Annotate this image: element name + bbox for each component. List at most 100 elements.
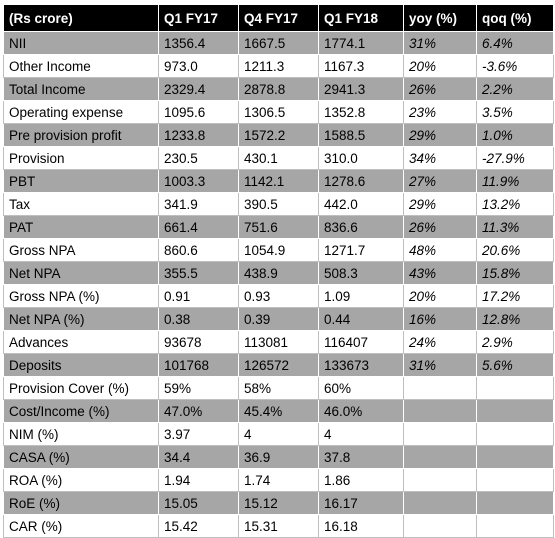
yoy-change: 27% (403, 169, 477, 193)
table-body: NII 1356.4 1667.5 1774.1 31% 6.4% Other Income… (3, 31, 554, 538)
q4-fy17-value: 4 (238, 422, 319, 446)
yoy-change (403, 445, 477, 469)
metric-label: Other Income (3, 54, 159, 78)
qoq-change: -27.9% (476, 146, 554, 170)
yoy-change: 34% (403, 146, 477, 170)
q1-fy18-value: 16.17 (318, 491, 404, 515)
q1-fy17-value: 15.05 (158, 491, 239, 515)
yoy-change: 43% (403, 261, 477, 285)
metric-label: NIM (%) (3, 422, 159, 446)
metric-label: CAR (%) (3, 514, 159, 538)
q1-fy18-value: 16.18 (318, 514, 404, 538)
q1-fy18-value: 1.86 (318, 468, 404, 492)
q1-fy18-value: 836.6 (318, 215, 404, 239)
table-row: Advances 93678 113081 116407 24% 2.9% (3, 330, 554, 354)
q1-fy18-value: 310.0 (318, 146, 404, 170)
qoq-change: 2.9% (476, 330, 554, 354)
q4-fy17-value: 1306.5 (238, 100, 319, 124)
q4-fy17-value: 1667.5 (238, 31, 319, 55)
q1-fy18-value: 1774.1 (318, 31, 404, 55)
q1-fy17-value: 59% (158, 376, 239, 400)
q1-fy17-value: 661.4 (158, 215, 239, 239)
table-row: Gross NPA (%) 0.91 0.93 1.09 20% 17.2% (3, 284, 554, 308)
q4-fy17-value: 15.31 (238, 514, 319, 538)
yoy-change: 29% (403, 123, 477, 147)
metric-label: Operating expense (3, 100, 159, 124)
yoy-change: 26% (403, 215, 477, 239)
qoq-change: 6.4% (476, 31, 554, 55)
qoq-change (476, 445, 554, 469)
q1-fy17-value: 93678 (158, 330, 239, 354)
yoy-change: 23% (403, 100, 477, 124)
q1-fy17-value: 341.9 (158, 192, 239, 216)
qoq-change (476, 422, 554, 446)
yoy-change: 29% (403, 192, 477, 216)
q4-fy17-value: 113081 (238, 330, 319, 354)
metric-label: PAT (3, 215, 159, 239)
q1-fy17-value: 0.38 (158, 307, 239, 331)
q1-fy17-value: 1003.3 (158, 169, 239, 193)
qoq-change: 12.8% (476, 307, 554, 331)
header-unit-label: (Rs crore) (3, 4, 159, 32)
qoq-change (476, 468, 554, 492)
q1-fy17-value: 101768 (158, 353, 239, 377)
qoq-change: 3.5% (476, 100, 554, 124)
qoq-change: 15.8% (476, 261, 554, 285)
q1-fy18-value: 1167.3 (318, 54, 404, 78)
q1-fy18-value: 46.0% (318, 399, 404, 423)
q1-fy17-value: 3.97 (158, 422, 239, 446)
q1-fy17-value: 860.6 (158, 238, 239, 262)
q4-fy17-value: 438.9 (238, 261, 319, 285)
q4-fy17-value: 1572.2 (238, 123, 319, 147)
header-q1-fy18: Q1 FY18 (318, 4, 404, 32)
q1-fy18-value: 1.09 (318, 284, 404, 308)
q4-fy17-value: 430.1 (238, 146, 319, 170)
q1-fy18-value: 133673 (318, 353, 404, 377)
table-row: PBT 1003.3 1142.1 1278.6 27% 11.9% (3, 169, 554, 193)
yoy-change: 16% (403, 307, 477, 331)
q1-fy17-value: 230.5 (158, 146, 239, 170)
qoq-change: 2.2% (476, 77, 554, 101)
q1-fy17-value: 1.94 (158, 468, 239, 492)
q4-fy17-value: 36.9 (238, 445, 319, 469)
q4-fy17-value: 1211.3 (238, 54, 319, 78)
yoy-change: 26% (403, 77, 477, 101)
metric-label: Pre provision profit (3, 123, 159, 147)
qoq-change: 11.3% (476, 215, 554, 239)
table-row: Gross NPA 860.6 1054.9 1271.7 48% 20.6% (3, 238, 554, 262)
q4-fy17-value: 58% (238, 376, 319, 400)
table-row: Tax 341.9 390.5 442.0 29% 13.2% (3, 192, 554, 216)
q1-fy17-value: 0.91 (158, 284, 239, 308)
metric-label: Cost/Income (%) (3, 399, 159, 423)
q1-fy18-value: 1271.7 (318, 238, 404, 262)
q1-fy17-value: 1356.4 (158, 31, 239, 55)
yoy-change: 31% (403, 353, 477, 377)
q4-fy17-value: 15.12 (238, 491, 319, 515)
metric-label: Total Income (3, 77, 159, 101)
q1-fy18-value: 0.44 (318, 307, 404, 331)
q1-fy17-value: 2329.4 (158, 77, 239, 101)
metric-label: Gross NPA (%) (3, 284, 159, 308)
table-row: Pre provision profit 1233.8 1572.2 1588.5 29… (3, 123, 554, 147)
qoq-change: 1.0% (476, 123, 554, 147)
q1-fy17-value: 1233.8 (158, 123, 239, 147)
metric-label: Gross NPA (3, 238, 159, 262)
metric-label: Deposits (3, 353, 159, 377)
table-row: Cost/Income (%) 47.0% 45.4% 46.0% (3, 399, 554, 423)
qoq-change: 5.6% (476, 353, 554, 377)
table-row: Other Income 973.0 1211.3 1167.3 20% -3.6% (3, 54, 554, 78)
metric-label: Net NPA (3, 261, 159, 285)
table-row: Net NPA 355.5 438.9 508.3 43% 15.8% (3, 261, 554, 285)
yoy-change (403, 422, 477, 446)
table-row: CAR (%) 15.42 15.31 16.18 (3, 514, 554, 538)
qoq-change: 11.9% (476, 169, 554, 193)
q4-fy17-value: 0.93 (238, 284, 319, 308)
q4-fy17-value: 45.4% (238, 399, 319, 423)
header-qoq: qoq (%) (476, 4, 554, 32)
table-row: Total Income 2329.4 2878.8 2941.3 26% 2.2% (3, 77, 554, 101)
table-row: Provision 230.5 430.1 310.0 34% -27.9% (3, 146, 554, 170)
q1-fy18-value: 37.8 (318, 445, 404, 469)
table-row: CASA (%) 34.4 36.9 37.8 (3, 445, 554, 469)
metric-label: NII (3, 31, 159, 55)
